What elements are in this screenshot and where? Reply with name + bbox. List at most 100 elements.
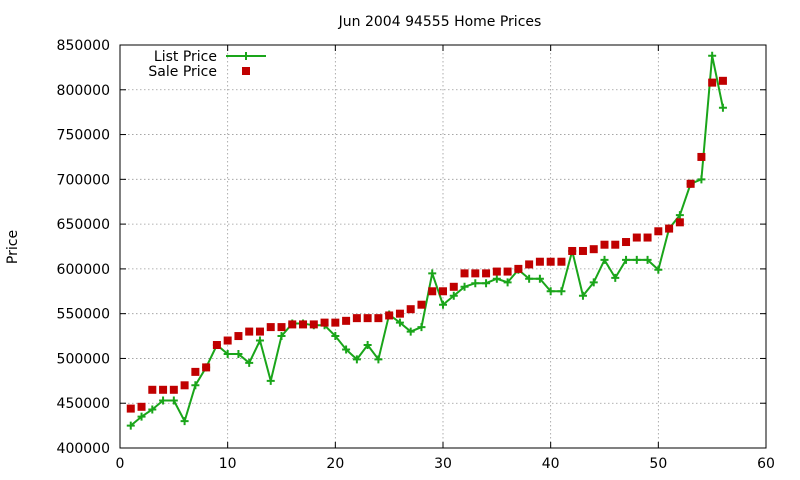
data-point bbox=[309, 320, 318, 329]
data-point bbox=[137, 412, 146, 421]
data-point bbox=[342, 316, 351, 325]
data-point bbox=[503, 278, 512, 287]
x-tick-label: 40 bbox=[542, 456, 560, 472]
data-point bbox=[385, 311, 394, 320]
data-point bbox=[126, 404, 135, 413]
data-point bbox=[320, 318, 329, 327]
data-point bbox=[589, 245, 598, 254]
data-point bbox=[460, 282, 469, 291]
data-point bbox=[535, 257, 544, 266]
x-tick-label: 50 bbox=[649, 456, 667, 472]
data-point bbox=[622, 255, 631, 264]
data-point bbox=[428, 269, 437, 278]
x-tick-label: 0 bbox=[116, 456, 125, 472]
data-point bbox=[675, 211, 684, 220]
y-tick-label: 650000 bbox=[57, 217, 110, 233]
data-point bbox=[266, 376, 275, 385]
data-point bbox=[568, 246, 577, 255]
data-point bbox=[223, 349, 232, 358]
data-point bbox=[503, 267, 512, 276]
legend-label: List Price bbox=[154, 49, 217, 65]
data-point bbox=[342, 345, 351, 354]
grid bbox=[120, 45, 766, 448]
data-point bbox=[697, 152, 706, 161]
data-point bbox=[546, 287, 555, 296]
data-point bbox=[589, 278, 598, 287]
data-point bbox=[223, 336, 232, 345]
y-tick-label: 400000 bbox=[57, 441, 110, 457]
data-point bbox=[535, 274, 544, 283]
y-tick-label: 700000 bbox=[57, 172, 110, 188]
data-point bbox=[697, 175, 706, 184]
data-point bbox=[126, 421, 135, 430]
data-point bbox=[245, 327, 254, 336]
series-sale-price bbox=[126, 76, 727, 413]
y-tick-label: 500000 bbox=[57, 351, 110, 367]
y-axis-label: Price bbox=[5, 230, 21, 264]
data-point bbox=[546, 257, 555, 266]
data-point bbox=[395, 309, 404, 318]
legend-label: Sale Price bbox=[148, 64, 217, 80]
data-point bbox=[471, 279, 480, 288]
data-point bbox=[202, 363, 211, 372]
data-point bbox=[611, 273, 620, 282]
data-point bbox=[191, 367, 200, 376]
data-point bbox=[611, 240, 620, 249]
data-point bbox=[600, 255, 609, 264]
x-axis-tick-labels: 0 10 20 30 40 50 60 bbox=[116, 456, 775, 472]
data-point bbox=[406, 327, 415, 336]
data-point bbox=[148, 385, 157, 394]
data-point bbox=[363, 314, 372, 323]
data-point bbox=[331, 318, 340, 327]
data-point bbox=[180, 417, 189, 426]
x-tick-label: 10 bbox=[219, 456, 237, 472]
data-point bbox=[718, 76, 727, 85]
chart-title: Jun 2004 94555 Home Prices bbox=[338, 14, 542, 30]
data-point bbox=[363, 341, 372, 350]
data-point bbox=[169, 396, 178, 405]
data-point bbox=[708, 78, 717, 87]
data-point bbox=[277, 332, 286, 341]
data-point bbox=[643, 255, 652, 264]
data-point bbox=[406, 305, 415, 314]
data-point bbox=[266, 323, 275, 332]
data-point bbox=[148, 405, 157, 414]
data-point bbox=[374, 314, 383, 323]
data-point bbox=[492, 274, 501, 283]
data-point bbox=[255, 336, 264, 345]
y-tick-label: 750000 bbox=[57, 128, 110, 144]
data-point bbox=[482, 269, 491, 278]
data-point bbox=[352, 355, 361, 364]
data-point bbox=[212, 341, 221, 350]
y-tick-label: 800000 bbox=[57, 83, 110, 99]
data-point bbox=[331, 332, 340, 341]
series bbox=[126, 51, 727, 430]
legend-marker bbox=[242, 67, 250, 75]
data-point bbox=[234, 349, 243, 358]
data-point bbox=[471, 269, 480, 278]
data-point bbox=[557, 287, 566, 296]
data-point bbox=[417, 300, 426, 309]
data-point bbox=[622, 238, 631, 247]
data-point bbox=[417, 323, 426, 332]
data-point bbox=[675, 218, 684, 227]
data-point bbox=[632, 255, 641, 264]
y-tick-label: 600000 bbox=[57, 262, 110, 278]
data-point bbox=[255, 327, 264, 336]
data-point bbox=[180, 381, 189, 390]
data-point bbox=[449, 282, 458, 291]
data-point bbox=[482, 279, 491, 288]
data-point bbox=[654, 227, 663, 236]
data-point bbox=[449, 291, 458, 300]
data-point bbox=[159, 385, 168, 394]
data-point bbox=[374, 355, 383, 364]
data-point bbox=[288, 320, 297, 329]
x-tick-label: 30 bbox=[434, 456, 452, 472]
data-point bbox=[245, 358, 254, 367]
y-axis-tick-labels: 400000 450000 500000 550000 600000 650000 7000… bbox=[57, 38, 110, 457]
y-tick-label: 850000 bbox=[57, 38, 110, 54]
data-point bbox=[159, 396, 168, 405]
data-point bbox=[191, 381, 200, 390]
data-point bbox=[352, 314, 361, 323]
data-point bbox=[578, 246, 587, 255]
